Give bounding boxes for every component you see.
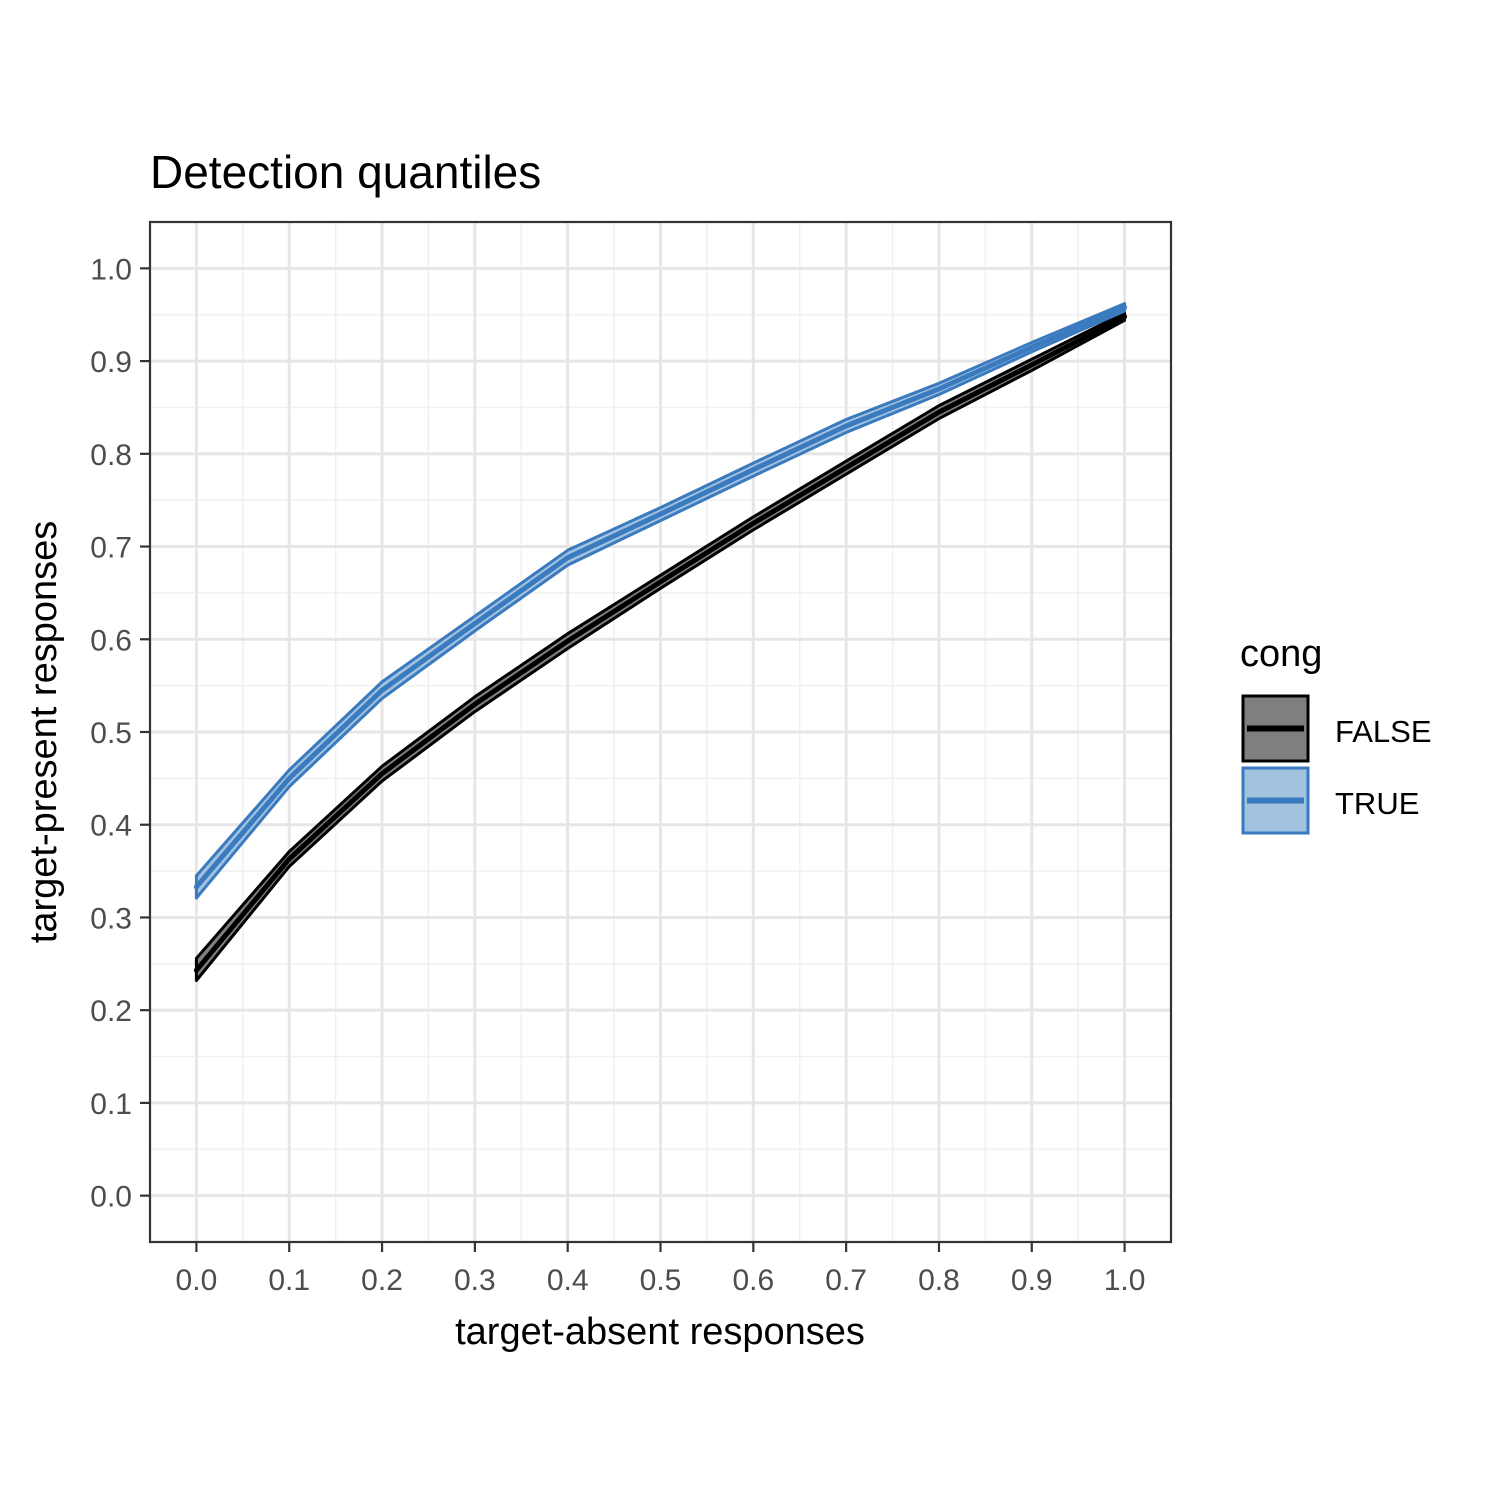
legend-item-true: TRUE — [1241, 766, 1419, 835]
y-tick-label: 0.5 — [90, 717, 132, 750]
x-tick-label: 0.2 — [361, 1264, 403, 1297]
chart-title: Detection quantiles — [150, 146, 541, 198]
line-false — [193, 314, 1128, 973]
y-axis-title: target-present responses — [23, 521, 65, 943]
y-tick-label: 0.6 — [90, 624, 132, 657]
y-tick-label: 0.4 — [90, 810, 132, 843]
legend-title: cong — [1240, 633, 1322, 675]
x-tick-label: 0.9 — [1011, 1264, 1053, 1297]
line-true — [193, 304, 1128, 890]
y-tick-label: 0.9 — [90, 346, 132, 379]
y-tick-label: 0.2 — [90, 995, 132, 1028]
x-tick-label: 0.4 — [547, 1264, 589, 1297]
y-tick-label: 0.8 — [90, 439, 132, 472]
x-axis-title: target-absent responses — [455, 1311, 865, 1353]
x-axis: 0.0 0.1 0.2 0.3 0.4 0.5 0.6 0.7 0.8 0.9 1.0 — [176, 1242, 1146, 1297]
legend-label-true: TRUE — [1335, 786, 1419, 821]
x-tick-label: 0.1 — [268, 1264, 310, 1297]
x-tick-label: 1.0 — [1104, 1264, 1146, 1297]
x-tick-label: 0.7 — [825, 1264, 867, 1297]
y-tick-label: 0.3 — [90, 902, 132, 935]
x-tick-label: 0.0 — [176, 1264, 218, 1297]
plot-panel — [148, 220, 1173, 1244]
y-tick-label: 0.7 — [90, 532, 132, 565]
ribbon-true — [194, 302, 1127, 900]
x-tick-label: 0.6 — [732, 1264, 774, 1297]
y-axis: 0.0 0.1 0.2 0.3 0.4 0.5 0.6 0.7 0.8 0.9 1.0 — [90, 253, 150, 1214]
y-tick-label: 1.0 — [90, 253, 132, 286]
x-tick-label: 0.8 — [918, 1264, 960, 1297]
y-tick-label: 0.1 — [90, 1088, 132, 1121]
legend: cong FALSE TRUE — [1240, 633, 1432, 835]
y-tick-label: 0.0 — [90, 1181, 132, 1214]
series-layer — [193, 302, 1128, 982]
legend-label-false: FALSE — [1335, 714, 1432, 749]
x-tick-label: 0.3 — [454, 1264, 496, 1297]
legend-item-false: FALSE — [1241, 694, 1432, 763]
ribbon-false — [194, 311, 1127, 982]
x-tick-label: 0.5 — [640, 1264, 682, 1297]
